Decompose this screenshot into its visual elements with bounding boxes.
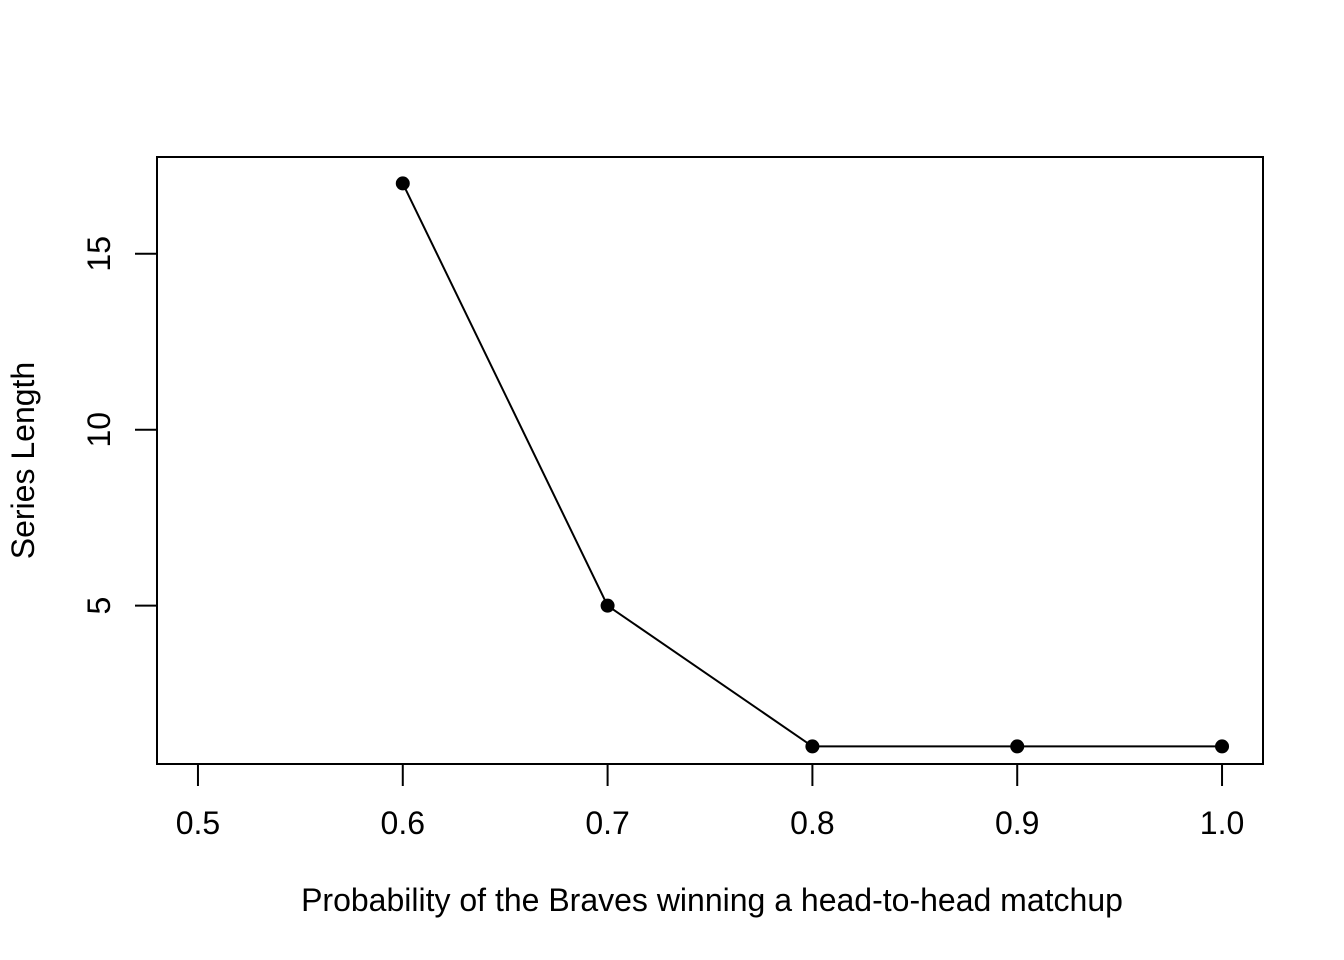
x-tick-label: 0.5: [176, 805, 220, 841]
data-point: [1215, 739, 1230, 754]
x-tick-label: 1.0: [1200, 805, 1244, 841]
y-tick-label: 15: [81, 236, 117, 272]
x-tick-label: 0.7: [585, 805, 629, 841]
data-point: [805, 739, 820, 754]
x-tick-label: 0.9: [995, 805, 1039, 841]
x-axis-title: Probability of the Braves winning a head…: [301, 882, 1123, 918]
data-point: [1010, 739, 1025, 754]
y-tick-label: 10: [81, 412, 117, 448]
data-series: [395, 176, 1230, 754]
x-tick-label: 0.8: [790, 805, 834, 841]
data-point: [600, 598, 615, 613]
data-point: [395, 176, 410, 191]
y-tick-label: 5: [81, 597, 117, 615]
y-axis: 5 10 15: [81, 236, 158, 615]
x-tick-label: 0.6: [381, 805, 425, 841]
y-axis-title: Series Length: [5, 362, 41, 559]
x-axis: 0.5 0.6 0.7 0.8 0.9 1.0: [176, 763, 1244, 841]
